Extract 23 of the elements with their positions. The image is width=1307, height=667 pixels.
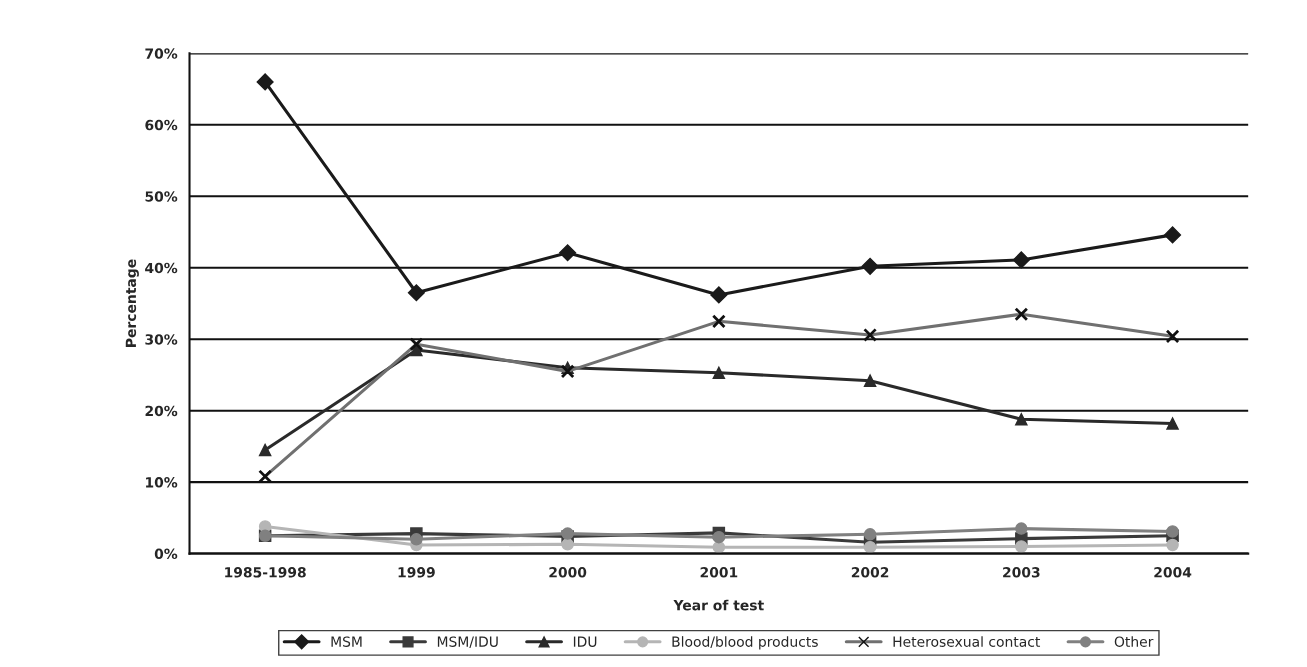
legend-label: IDU [573, 636, 597, 647]
y-tick-label: 20% [145, 405, 178, 417]
y-tick-label: 10% [146, 477, 178, 488]
y-tick-label: 50% [145, 191, 178, 202]
legend-label: Other [1114, 636, 1154, 647]
x-tick-label: 2000 [549, 567, 587, 578]
legend-label: MSM [331, 636, 362, 647]
x-tick-label: 2003 [1003, 567, 1040, 578]
y-tick-label: 70% [145, 48, 178, 59]
x-tick-label: 2002 [851, 567, 889, 578]
x-axis-title: Year of test [673, 599, 764, 611]
x-tick-label: 1985-1998 [225, 567, 306, 578]
y-tick-label: 40% [145, 262, 178, 274]
legend-label: Heterosexual contact [893, 636, 1041, 647]
legend-label: MSM/IDU [437, 636, 498, 648]
legend-label: Blood/blood products [672, 636, 818, 650]
x-tick-label: 2001 [700, 567, 738, 578]
x-tick-label: 1999 [398, 567, 435, 578]
x-tick-label: 2004 [1154, 567, 1192, 578]
y-tick-label: 0% [154, 548, 178, 560]
y-tick-label: 60% [145, 119, 178, 131]
y-axis-title: Percentage [125, 259, 139, 347]
y-tick-label: 30% [145, 334, 178, 345]
